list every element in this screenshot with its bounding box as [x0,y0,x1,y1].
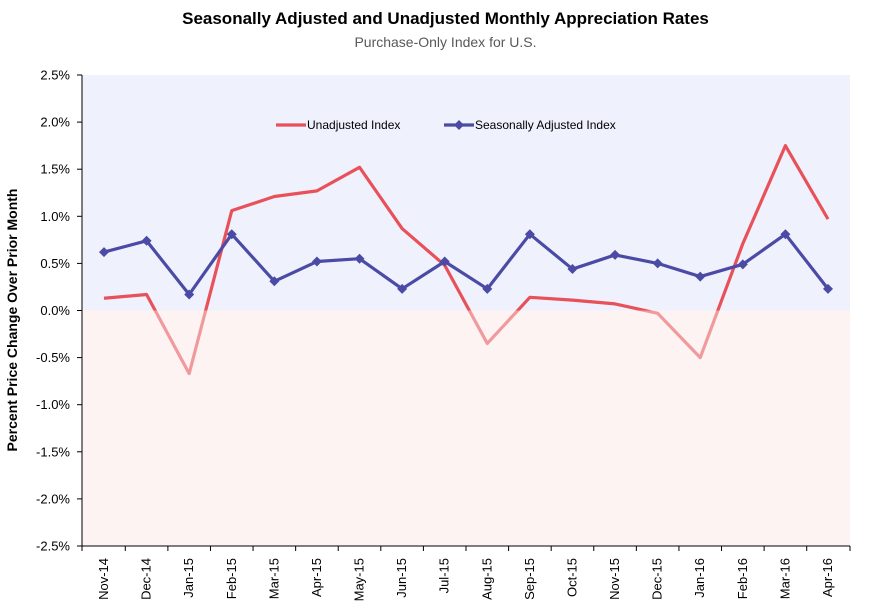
x-tick-label: Sep-15 [522,558,537,600]
seasonally-adjusted-index-point [524,229,535,240]
x-tick-label: Mar-15 [266,558,281,599]
seasonally-adjusted-index-line [103,232,830,297]
y-tick-label: 0.5% [40,256,70,271]
seasonally-adjusted-index-point [311,256,322,267]
x-tick-label: Apr-15 [309,558,324,597]
y-tick-label: -2.0% [36,491,70,506]
y-tick-label: 2.5% [40,68,70,83]
y-tick-label: 1.0% [40,209,70,224]
x-tick-label: Dec-14 [139,558,154,600]
x-tick-label: Jun-15 [394,558,409,598]
seasonally-adjusted-index-point [439,256,450,267]
seasonally-adjusted-index-point [695,271,706,282]
legend-unadjusted-label: Unadjusted Index [307,118,400,132]
y-tick-label: -0.5% [36,350,70,365]
x-tick-label: Nov-14 [96,558,111,600]
x-tick-label: Dec-15 [650,558,665,600]
seasonally-adjusted-index-point [226,229,237,240]
seasonally-adjusted-index-point [823,283,833,294]
y-tick-label: -1.0% [36,397,70,412]
y-tick-label: 0.0% [40,303,70,318]
x-tick-label: May-15 [352,558,367,601]
y-tick-label: 2.0% [40,115,70,130]
seasonally-adjusted-index-point [269,276,280,287]
x-tick-label: Feb-16 [735,558,750,599]
legend-adjusted-label: Seasonally Adjusted Index [475,118,616,132]
x-tick-label: Jan-16 [692,558,707,598]
x-tick-label: Aug-15 [479,558,494,600]
seasonally-adjusted-index-point [184,289,195,300]
x-tick-label: Oct-15 [564,558,579,597]
legend-adjusted-marker [454,120,464,130]
chart-subtitle: Purchase-Only Index for U.S. [354,34,537,50]
seasonally-adjusted-index-point [567,264,578,275]
unadjusted-index-line-below-zero [153,310,720,376]
x-tick-label: Apr-16 [820,558,835,597]
seasonally-adjusted-index-point [99,247,109,258]
seasonally-adjusted-index-point [610,249,621,260]
seasonally-adjusted-index-point [652,258,663,269]
y-tick-label: -2.5% [36,539,70,554]
chart-title: Seasonally Adjusted and Unadjusted Month… [182,9,709,28]
y-tick-label: -1.5% [36,444,70,459]
x-tick-label: Feb-15 [224,558,239,599]
seasonally-adjusted-index-point [737,259,748,270]
seasonally-adjusted-index-point [397,283,408,294]
seasonally-adjusted-index-point [354,253,365,264]
x-tick-label: Jul-15 [437,558,452,593]
x-tick-label: Mar-16 [777,558,792,599]
unadjusted-index-line [103,144,830,311]
x-tick-label: Jan-15 [181,558,196,598]
seasonally-adjusted-index-point [141,235,152,246]
seasonally-adjusted-index-point [482,283,493,294]
negative-region-background [82,310,850,546]
seasonally-adjusted-index-point [780,229,791,240]
x-tick-label: Nov-15 [607,558,622,600]
y-tick-label: 1.5% [40,162,70,177]
